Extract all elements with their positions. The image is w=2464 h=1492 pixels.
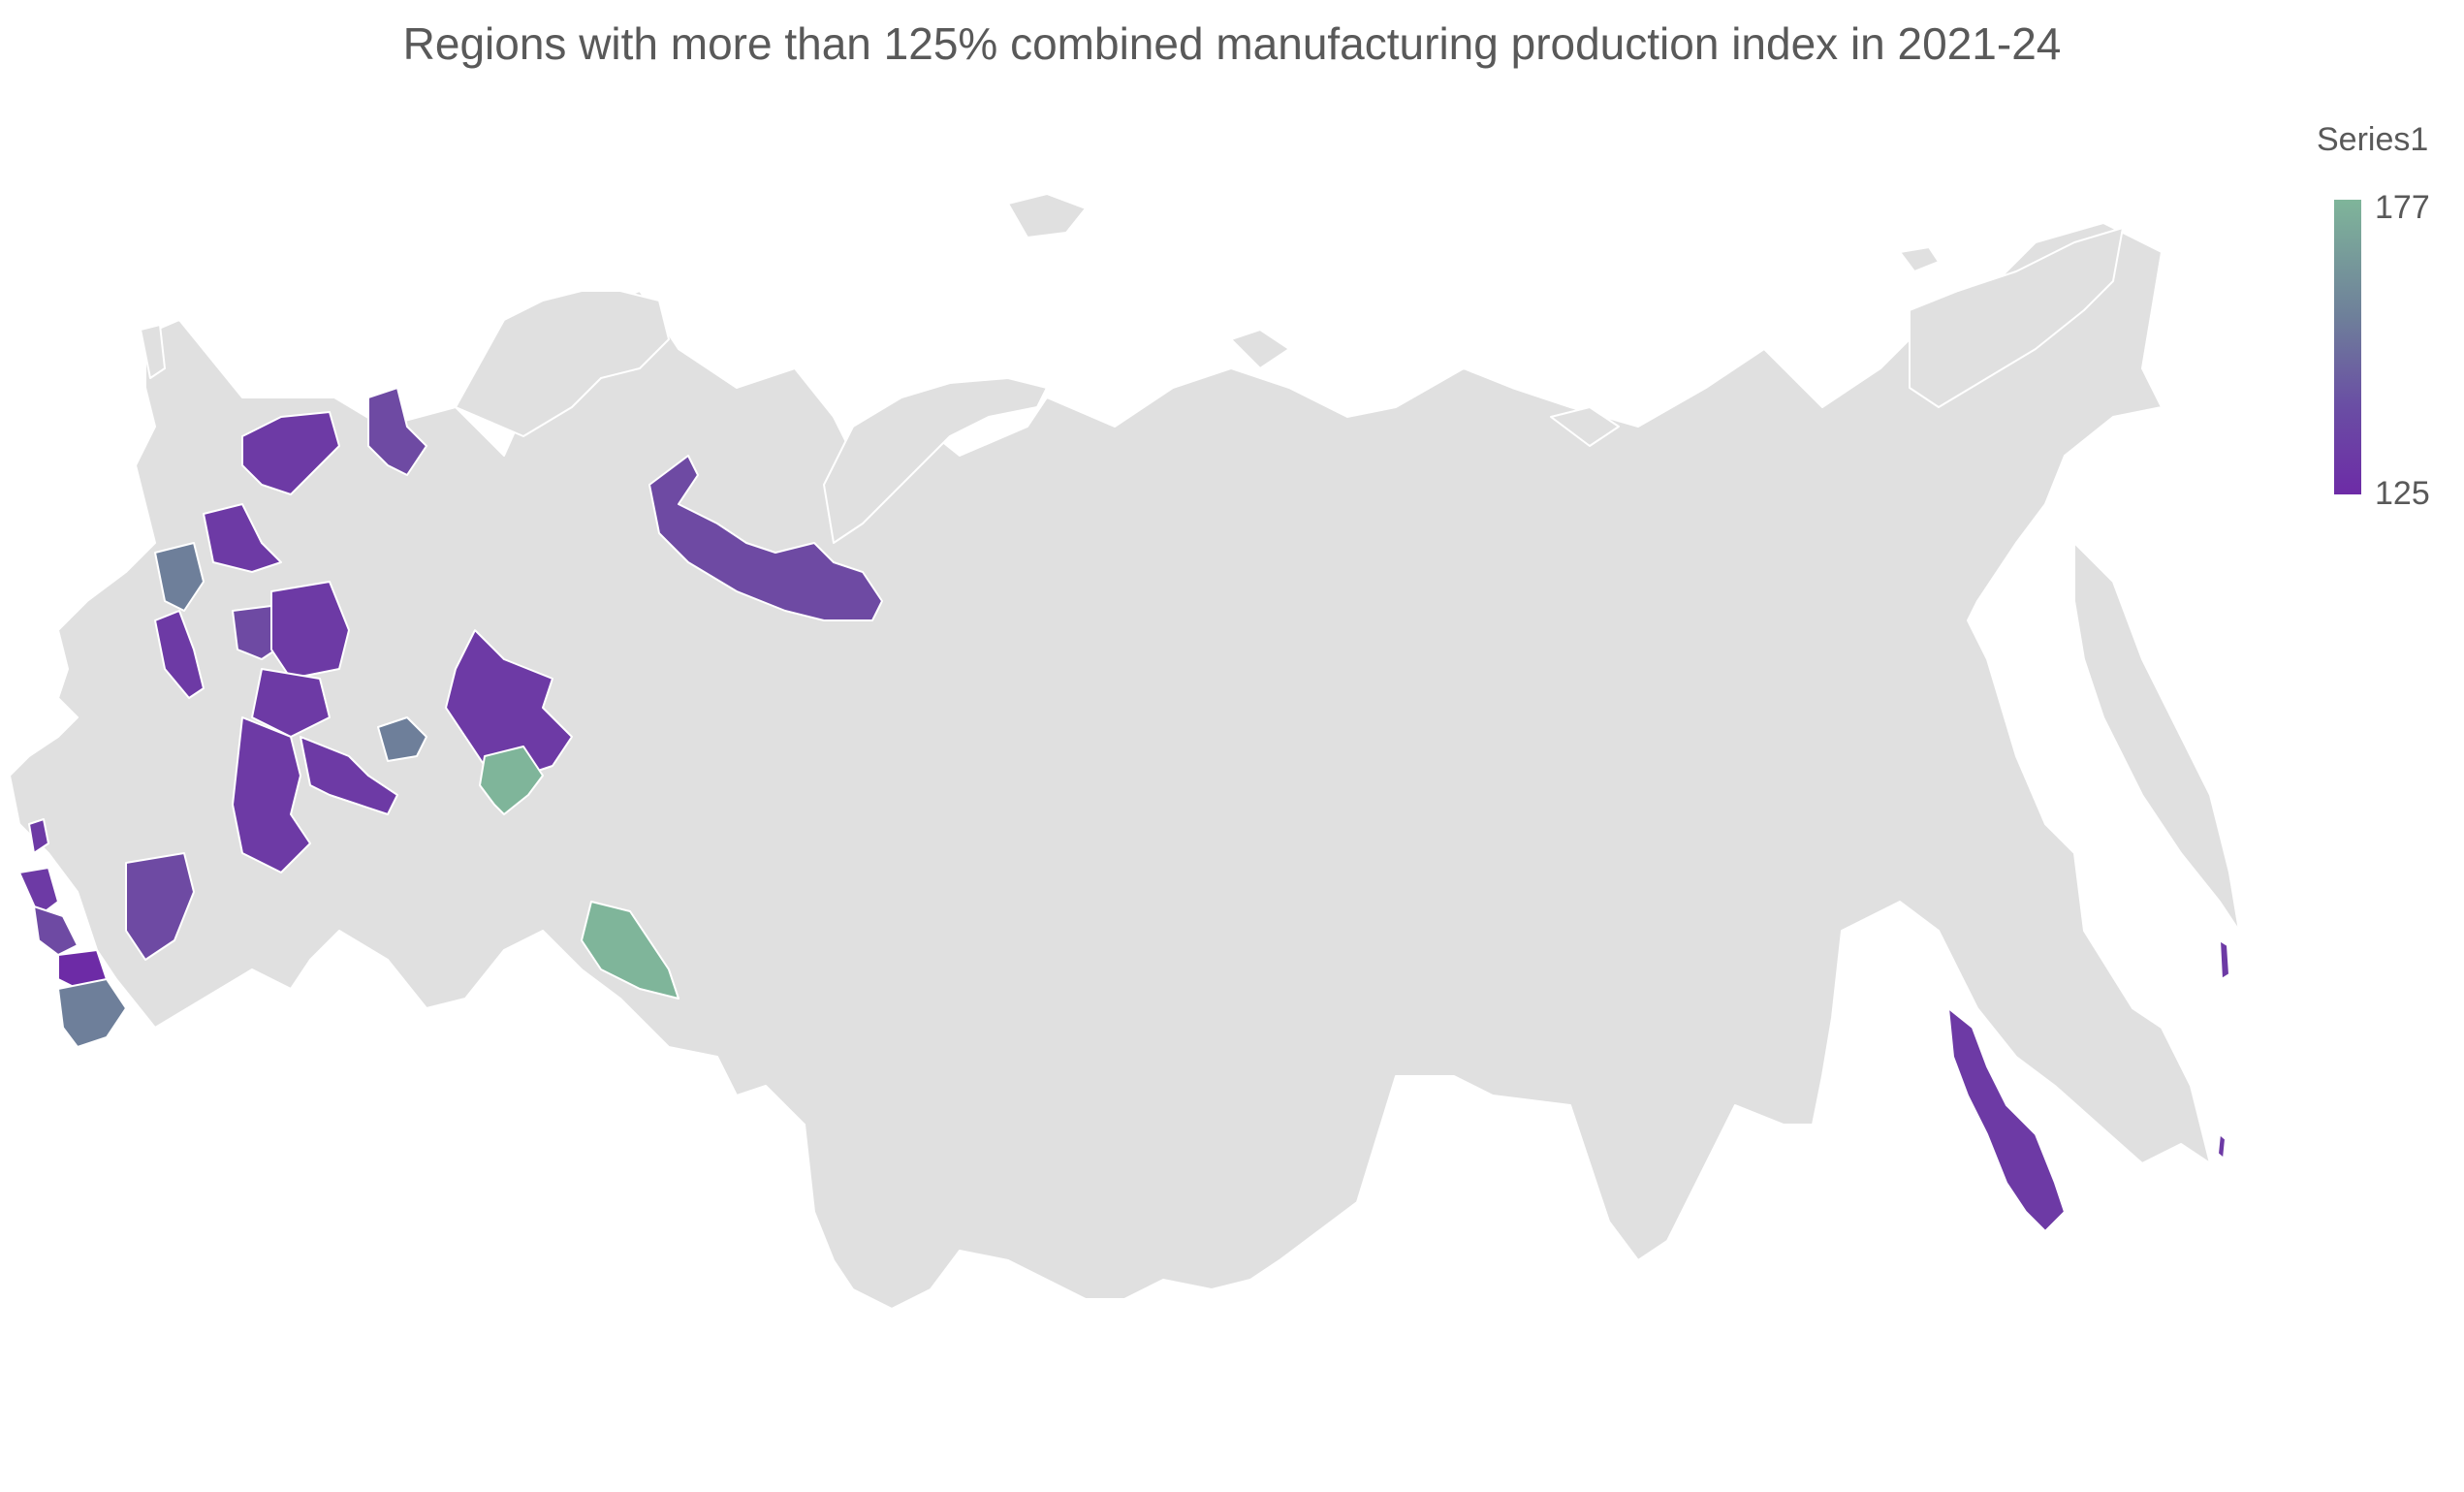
- southwest-region-a: [125, 852, 195, 961]
- chukotka: [1909, 227, 2124, 408]
- crimea-region: [28, 818, 49, 854]
- kamchatka: [2073, 542, 2240, 932]
- severnaya-zemlya: [1230, 329, 1290, 369]
- central-region-a: [270, 581, 350, 680]
- new-siberian-islands: [1550, 406, 1620, 447]
- wrangel-island: [1899, 246, 1940, 272]
- southwest-region-b: [18, 867, 59, 917]
- green-region-south: [581, 901, 679, 1000]
- novaya-zemlya: [823, 377, 1048, 544]
- murmansk-region: [367, 387, 427, 476]
- franz-josef-land: [1007, 193, 1087, 238]
- kola-peninsula: [455, 290, 670, 437]
- green-region-urals: [479, 746, 544, 815]
- nenets-region: [648, 455, 883, 621]
- southwest-region-e: [57, 978, 127, 1048]
- southwest-region-c: [33, 905, 79, 956]
- russia-landmass: [9, 222, 2211, 1310]
- legend-title: Series1: [2317, 121, 2429, 158]
- central-region-b: [251, 668, 331, 738]
- karelia-region: [241, 411, 340, 495]
- pskov-region: [154, 542, 205, 612]
- kuril-islands: [2217, 939, 2230, 1159]
- west-region-a: [154, 610, 205, 699]
- sakhalin-region: [1947, 1007, 2066, 1232]
- slate-region-volga: [377, 716, 427, 762]
- legend-max-label: 177: [2375, 189, 2430, 226]
- legend-min-label: 125: [2375, 475, 2430, 512]
- leningrad-region: [203, 503, 282, 573]
- legend-color-scale: [2334, 200, 2361, 494]
- central-region-d: [300, 736, 398, 815]
- map-title: Regions with more than 125% combined man…: [402, 18, 2062, 69]
- kaliningrad: [140, 324, 166, 379]
- central-region-c: [232, 716, 311, 873]
